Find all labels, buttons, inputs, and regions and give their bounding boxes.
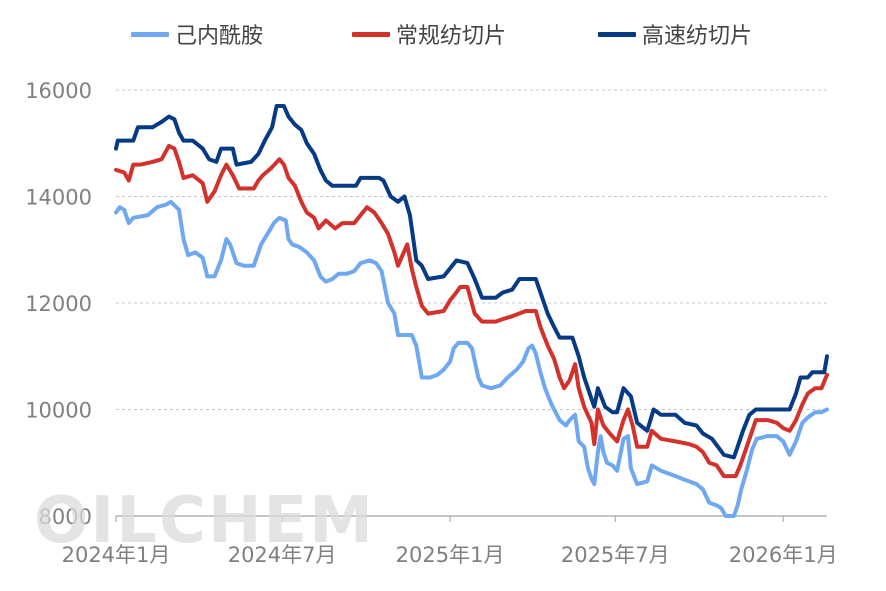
legend-label-regular-chip: 常规纺切片 xyxy=(396,24,507,49)
x-tick-label: 2024年7月 xyxy=(228,543,337,567)
legend: 己内酰胺 常规纺切片 高速纺切片 xyxy=(0,18,886,54)
x-tick-label: 2024年1月 xyxy=(62,543,171,567)
x-axis: 2024年1月 2024年7月 2025年1月 2025年7月 2026年1月 xyxy=(62,515,838,567)
series-line-caprolactam xyxy=(114,199,829,518)
legend-item-highspeed-chip: 高速纺切片 xyxy=(598,18,752,50)
y-tick-label: 8000 xyxy=(39,505,92,529)
y-tick-label: 16000 xyxy=(25,79,92,103)
legend-swatch-regular-chip xyxy=(352,31,390,37)
y-axis-ticks: 8000 10000 12000 14000 16000 xyxy=(25,79,92,529)
legend-label-caprolactam: 己内酰胺 xyxy=(175,24,264,49)
legend-swatch-caprolactam xyxy=(131,31,169,37)
y-tick-label: 12000 xyxy=(25,292,92,316)
legend-label-highspeed-chip: 高速纺切片 xyxy=(642,24,753,49)
legend-item-regular-chip: 常规纺切片 xyxy=(352,18,506,50)
series-lines xyxy=(114,104,829,518)
legend-swatch-highspeed-chip xyxy=(598,31,636,37)
legend-item-caprolactam: 己内酰胺 xyxy=(131,18,263,50)
y-tick-label: 10000 xyxy=(25,399,92,423)
x-tick-label: 2026年1月 xyxy=(729,543,838,567)
oilchem-watermark: OILCHEM xyxy=(34,484,375,558)
y-tick-label: 14000 xyxy=(25,186,92,210)
series-line-regular-chip xyxy=(114,143,829,479)
x-tick-label: 2025年1月 xyxy=(396,543,505,567)
x-tick-label: 2025年7月 xyxy=(561,543,670,567)
series-line-highspeed-chip xyxy=(114,104,829,460)
